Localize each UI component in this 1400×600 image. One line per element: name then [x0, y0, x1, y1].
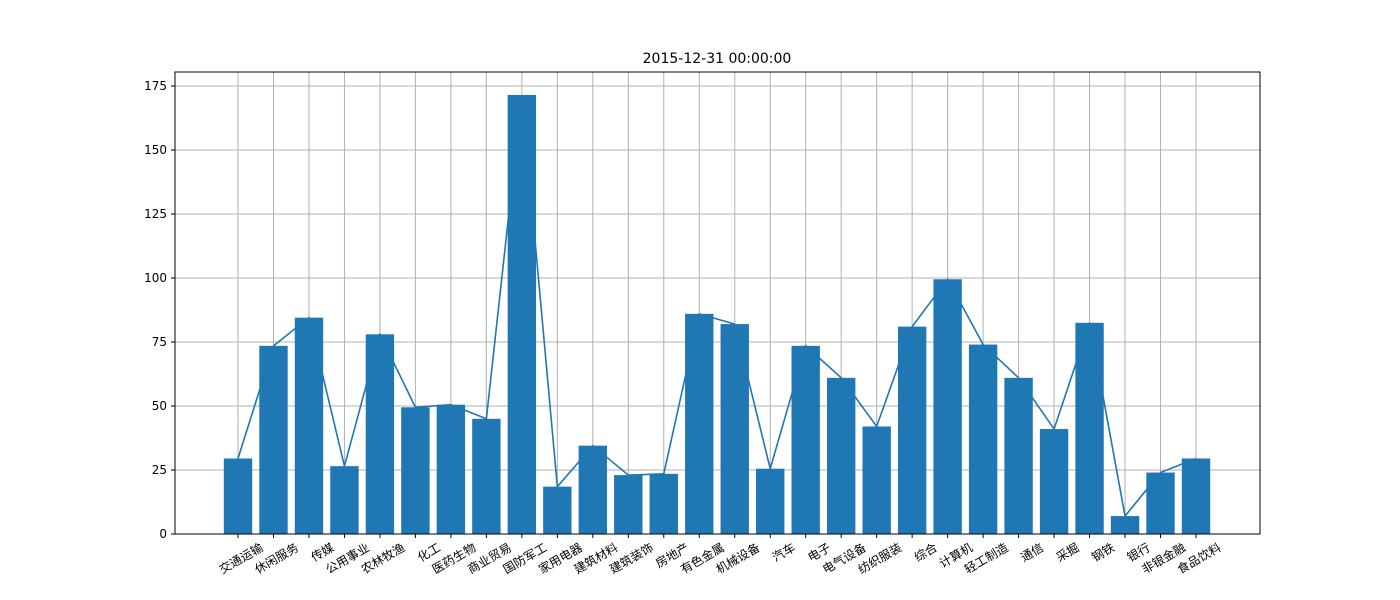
plot-frame [174, 71, 1261, 535]
bar [294, 317, 324, 534]
bar [1039, 429, 1069, 534]
bar [1110, 516, 1140, 534]
bar [649, 473, 678, 534]
bar [259, 345, 288, 534]
bar [578, 445, 608, 534]
y-tick-label: 100 [144, 271, 167, 285]
series-line [237, 94, 1197, 518]
x-tick-label: 钢铁 [1089, 540, 1117, 564]
bar [401, 407, 430, 534]
y-tick-label: 50 [152, 399, 167, 413]
y-tick-label: 25 [152, 463, 167, 477]
bar [756, 468, 785, 534]
bar [507, 94, 537, 535]
bar [685, 313, 714, 534]
y-tick-label: 75 [152, 335, 167, 349]
line-layer [237, 94, 1197, 518]
x-tick-label: 汽车 [769, 540, 797, 565]
y-tick-label: 0 [159, 527, 167, 541]
x-tick-label: 通信 [1018, 540, 1046, 564]
bar [826, 377, 856, 534]
x-tick-label: 综合 [911, 540, 939, 565]
bar [897, 326, 927, 534]
bar [1075, 322, 1104, 534]
bar [1181, 458, 1211, 534]
chart-title: 2015-12-31 00:00:00 [643, 51, 792, 67]
bar [543, 486, 572, 534]
bar [472, 418, 501, 534]
bar [1004, 377, 1033, 534]
bars-layer [223, 94, 1211, 535]
y-tick-label: 175 [144, 79, 167, 93]
axes-layer [174, 71, 1261, 535]
bar [862, 426, 891, 534]
y-tick-label: 150 [144, 143, 167, 157]
bar [968, 344, 998, 534]
bar [933, 279, 962, 534]
bar [614, 475, 643, 534]
x-tick-label: 采掘 [1053, 540, 1081, 565]
bar [720, 324, 749, 534]
bar [330, 466, 359, 534]
bar [1146, 472, 1175, 534]
bar [436, 404, 466, 534]
y-tick-label: 125 [144, 207, 167, 221]
bar [365, 334, 395, 534]
bar [223, 458, 253, 534]
bar [791, 345, 820, 534]
